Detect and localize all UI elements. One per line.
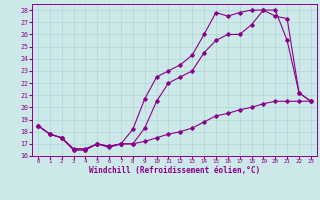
X-axis label: Windchill (Refroidissement éolien,°C): Windchill (Refroidissement éolien,°C) bbox=[89, 166, 260, 175]
